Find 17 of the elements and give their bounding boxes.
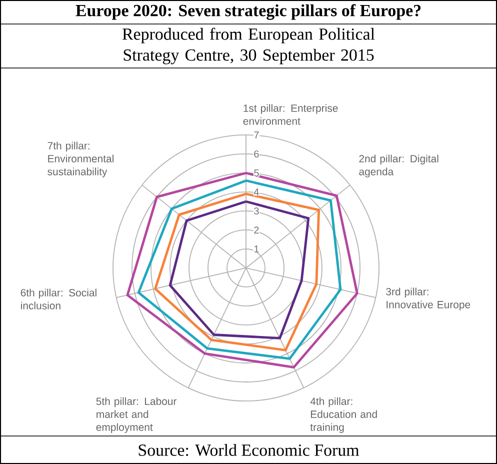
source-note: Source: World Economic Forum [138, 444, 360, 456]
y-tick-label: 1 [254, 246, 259, 252]
spoke-label: 6th pillar: Social inclusion [20, 288, 96, 310]
spoke-label: 7th pillar: Environmental sustainability [48, 142, 114, 178]
spoke-label: 5th pillar: Labour market and employment [96, 397, 177, 433]
y-tick-label: 4 [254, 188, 259, 196]
chart-subtitle: Reproduced from European Political Strategy Centre, 30 September 2015 [122, 28, 375, 64]
y-tick-label: 3 [254, 207, 259, 215]
y-tick-label: 7 [254, 132, 259, 138]
spoke-label: 3rd pillar: Innovative Europe [386, 288, 470, 310]
y-tick-label: 2 [254, 226, 259, 234]
chart-title: Europe 2020: Seven strategic pillars of Europe? [76, 4, 421, 20]
spoke-label: 1st pillar: Enterprise environment [243, 104, 338, 125]
spoke-label: 2nd pillar: Digital agenda [359, 154, 438, 178]
spoke-label: 4th pillar: Education and training [310, 397, 377, 433]
y-tick-label: 6 [254, 150, 259, 158]
y-tick-label: 5 [254, 170, 259, 176]
